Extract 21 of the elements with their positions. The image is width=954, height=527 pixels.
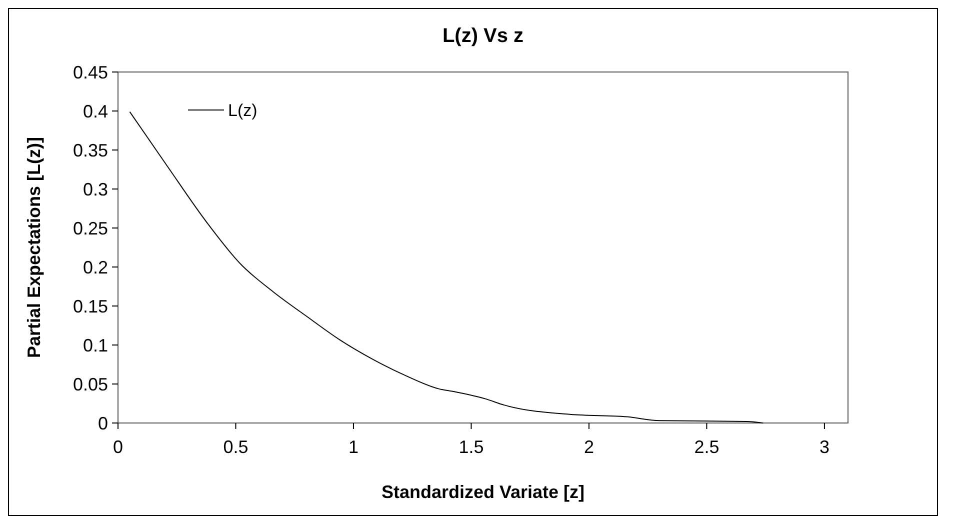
y-tick-label: 0.3 [82,179,108,200]
legend-label: L(z) [228,100,258,120]
x-tick-label: 1.5 [458,437,484,457]
x-axis-title: Standardized Variate [z] [381,482,585,502]
y-tick-label: 0.05 [72,374,108,394]
y-tick-label: 0.45 [72,62,108,82]
chart-title: L(z) Vs z [442,25,524,47]
y-tick-label: 0.4 [82,101,108,122]
y-tick-label: 0.25 [72,218,108,238]
y-tick-label: 0 [98,413,108,434]
y-tick-label: 0.1 [82,335,108,356]
x-tick-label: 2.5 [694,437,720,457]
y-tick-label: 0.15 [72,296,108,316]
x-tick-label: 3 [819,437,830,457]
y-tick-label: 0.35 [72,140,108,160]
x-tick-label: 1 [348,437,358,457]
y-tick-label: 0.2 [82,257,108,278]
x-tick-label: 0 [112,437,124,457]
y-axis-title: Partial Expectations [L(z)] [24,136,44,358]
x-tick-label: 2 [584,437,594,457]
x-tick-label: 0.5 [223,437,248,457]
